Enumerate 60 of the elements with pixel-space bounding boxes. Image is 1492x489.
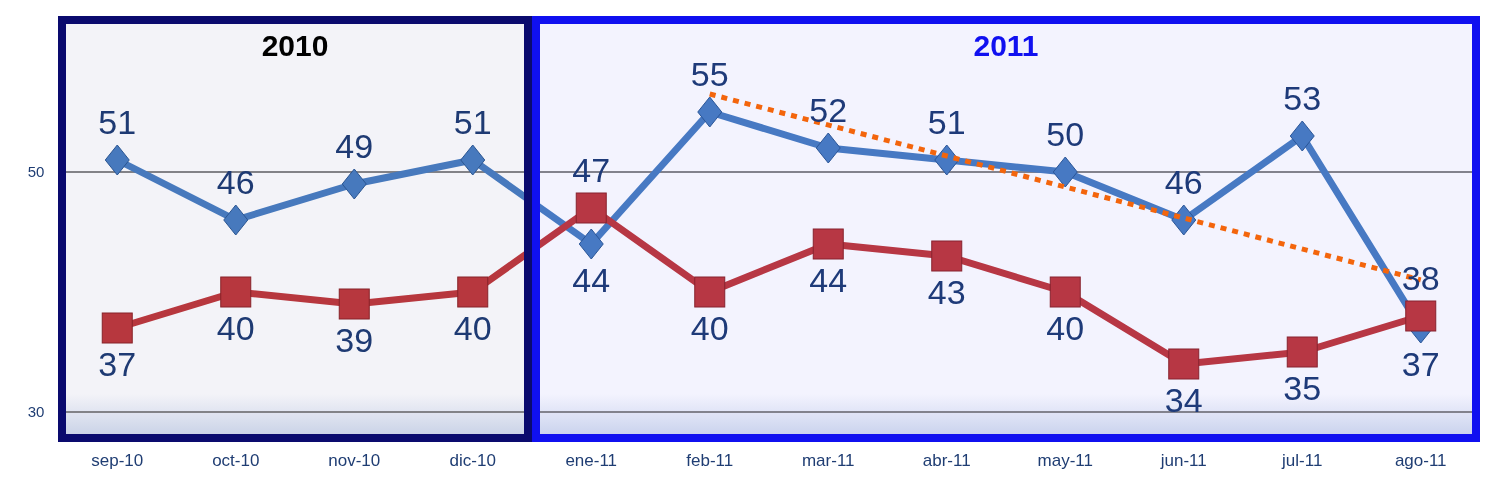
data-label: 39 [335, 321, 374, 359]
data-label: 40 [1046, 309, 1085, 347]
data-label: 51 [927, 103, 966, 141]
x-tick-label: dic-10 [449, 451, 496, 470]
data-label: 53 [1283, 79, 1322, 117]
data-label: 50 [1046, 115, 1085, 153]
point [575, 192, 607, 224]
data-label: 52 [809, 91, 848, 129]
point [812, 228, 844, 260]
x-tick-label: ene-11 [565, 451, 618, 470]
band-label: 2010 [261, 29, 329, 62]
data-label: 40 [216, 309, 255, 347]
x-tick-label: abr-11 [922, 451, 971, 470]
point [931, 240, 963, 272]
y-tick-label: 30 [27, 403, 45, 420]
data-label: 44 [572, 261, 611, 299]
band-label: 2011 [973, 29, 1039, 62]
data-label: 37 [1401, 345, 1440, 383]
point [220, 276, 252, 308]
point [697, 96, 723, 128]
x-tick-label: mar-11 [801, 451, 855, 470]
point [815, 132, 841, 164]
x-tick-label: feb-11 [686, 451, 734, 470]
point [1168, 348, 1200, 380]
point [1286, 336, 1318, 368]
point [1049, 276, 1081, 308]
data-label: 47 [572, 151, 611, 189]
point [104, 144, 130, 176]
data-label: 40 [690, 309, 729, 347]
data-label: 35 [1283, 369, 1322, 407]
data-label: 44 [809, 261, 848, 299]
x-tick-label: oct-10 [212, 451, 260, 470]
x-tick-label: jun-11 [1159, 451, 1207, 470]
point [460, 144, 486, 176]
point [341, 168, 367, 200]
data-label: 40 [453, 309, 492, 347]
point [1405, 300, 1437, 332]
data-label: 51 [453, 103, 492, 141]
point [1289, 120, 1315, 152]
data-label: 51 [98, 103, 137, 141]
x-tick-label: may-11 [1037, 451, 1093, 470]
point [223, 204, 249, 236]
point [101, 312, 133, 344]
x-tick-label: nov-10 [328, 451, 381, 470]
data-label: 37 [98, 345, 137, 383]
data-label: 55 [690, 55, 729, 93]
point [457, 276, 489, 308]
data-label: 46 [216, 163, 255, 201]
point [338, 288, 370, 320]
x-tick-label: sep-10 [91, 451, 144, 470]
x-tick-label: ago-11 [1394, 451, 1447, 470]
point [578, 228, 604, 260]
data-label: 49 [335, 127, 374, 165]
point [1052, 156, 1078, 188]
data-label: 38 [1401, 259, 1440, 297]
point [694, 276, 726, 308]
data-label: 43 [927, 273, 966, 311]
data-label: 46 [1164, 163, 1203, 201]
data-label: 34 [1164, 381, 1203, 419]
x-tick-label: jul-11 [1281, 451, 1323, 470]
